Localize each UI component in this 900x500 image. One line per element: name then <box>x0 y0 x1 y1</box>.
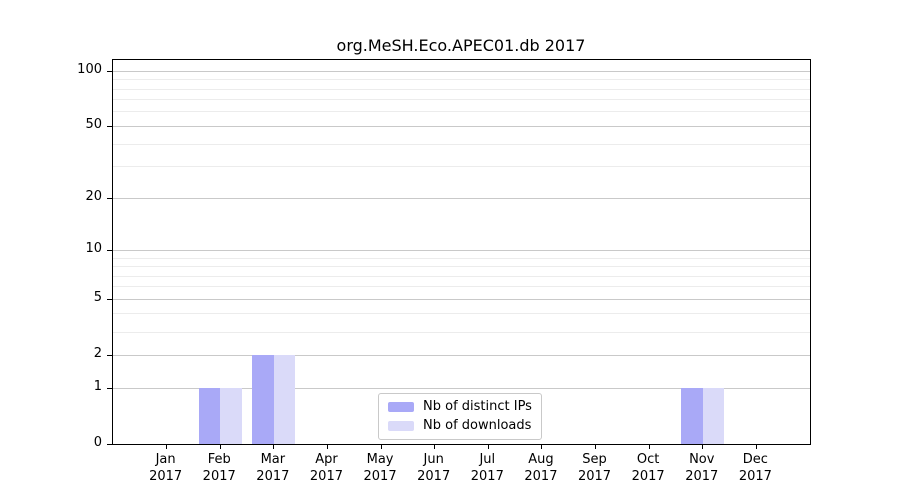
x-tick-year: 2017 <box>631 469 665 484</box>
minor-gridline <box>113 313 810 315</box>
x-tick-mark <box>487 444 489 449</box>
x-tick-month: Aug <box>528 452 554 467</box>
major-gridline <box>113 70 810 72</box>
x-tick-month: Oct <box>636 452 660 467</box>
x-tick-month: Jul <box>479 452 496 467</box>
x-tick-month: Nov <box>689 452 715 467</box>
y-tick-mark <box>107 354 112 356</box>
x-tick-label: Jul 2017 <box>447 451 527 485</box>
y-tick-mark <box>107 249 112 251</box>
x-tick-month: Jun <box>423 452 444 467</box>
x-tick-label: Jan 2017 <box>126 451 206 485</box>
x-tick-mark <box>273 444 275 449</box>
legend-swatch-distinct-ips <box>388 402 414 412</box>
x-tick-month: Apr <box>315 452 338 467</box>
x-tick-mark <box>166 444 168 449</box>
x-tick-month: May <box>366 452 394 467</box>
minor-gridline <box>113 275 810 277</box>
x-tick-mark <box>434 444 436 449</box>
legend-entry-distinct-ips: Nb of distinct IPs <box>388 399 532 415</box>
bar-nb-of-distinct-ips <box>252 355 274 444</box>
x-tick-year: 2017 <box>524 469 558 484</box>
y-tick-label: 50 <box>85 117 102 133</box>
x-tick-mark <box>541 444 543 449</box>
x-tick-label: Mar 2017 <box>233 451 313 485</box>
y-tick-mark <box>107 387 112 389</box>
x-tick-year: 2017 <box>202 469 236 484</box>
major-gridline <box>113 249 810 251</box>
x-tick-year: 2017 <box>363 469 397 484</box>
major-gridline <box>113 354 810 356</box>
legend-label-distinct-ips: Nb of distinct IPs <box>423 399 532 414</box>
y-tick-label: 0 <box>93 435 102 450</box>
x-tick-mark <box>595 444 597 449</box>
x-tick-year: 2017 <box>685 469 719 484</box>
minor-gridline <box>113 266 810 267</box>
x-tick-mark <box>648 444 650 449</box>
x-tick-mark <box>326 444 328 449</box>
minor-gridline <box>113 166 810 168</box>
y-tick-label: 100 <box>77 62 102 78</box>
x-tick-year: 2017 <box>577 469 612 484</box>
x-tick-label: May 2017 <box>340 451 420 485</box>
y-tick-mark <box>107 443 112 445</box>
x-tick-label: Apr 2017 <box>286 451 366 485</box>
x-tick-year: 2017 <box>470 469 504 484</box>
x-tick-mark <box>702 444 704 449</box>
x-tick-label: Sep 2017 <box>555 451 635 485</box>
y-tick-label: 20 <box>85 189 102 205</box>
legend-entry-downloads: Nb of downloads <box>388 418 532 434</box>
x-tick-label: Oct 2017 <box>608 451 688 485</box>
x-tick-year: 2017 <box>149 469 183 484</box>
x-tick-month: Dec <box>742 452 768 467</box>
x-tick-year: 2017 <box>738 469 772 484</box>
x-tick-mark <box>380 444 382 449</box>
x-tick-month: Feb <box>207 452 231 467</box>
x-tick-mark <box>755 444 757 449</box>
bar-nb-of-distinct-ips <box>681 388 703 444</box>
plot-area: Nb of distinct IPs Nb of downloads <box>107 59 811 449</box>
x-tick-label: Aug 2017 <box>501 451 581 485</box>
x-tick-mark <box>219 444 221 449</box>
x-tick-label: Dec 2017 <box>715 451 795 485</box>
x-tick-label: Jun 2017 <box>394 451 474 485</box>
bar-nb-of-distinct-ips <box>198 388 221 444</box>
minor-gridline <box>113 331 810 333</box>
x-tick-month: Mar <box>260 452 286 467</box>
major-gridline <box>113 298 810 300</box>
x-tick-month: Jan <box>155 452 176 467</box>
x-tick-label: Feb 2017 <box>179 451 259 485</box>
y-tick-mark <box>107 125 112 127</box>
major-gridline <box>113 125 810 127</box>
major-gridline <box>113 197 810 199</box>
y-tick-mark <box>107 197 112 199</box>
bar-nb-of-downloads <box>220 388 242 444</box>
y-tick-mark <box>107 70 112 72</box>
bar-nb-of-downloads <box>273 355 296 444</box>
bar-nb-of-downloads <box>702 388 725 444</box>
x-tick-year: 2017 <box>256 469 290 484</box>
minor-gridline <box>113 88 810 90</box>
minor-gridline <box>113 99 810 101</box>
minor-gridline <box>113 143 810 145</box>
x-tick-label: Nov 2017 <box>662 451 742 485</box>
x-tick-month: Sep <box>582 452 607 467</box>
minor-gridline <box>113 111 810 113</box>
legend-label-downloads: Nb of downloads <box>423 418 532 433</box>
y-tick-label: 5 <box>93 290 102 306</box>
x-tick-year: 2017 <box>309 469 343 484</box>
x-tick-year: 2017 <box>417 469 451 484</box>
minor-gridline <box>113 79 810 81</box>
legend: Nb of distinct IPs Nb of downloads <box>378 393 542 440</box>
y-tick-mark <box>107 298 112 300</box>
y-tick-label: 10 <box>85 241 102 257</box>
minor-gridline <box>113 257 810 259</box>
legend-swatch-downloads <box>388 421 414 431</box>
minor-gridline <box>113 286 810 288</box>
y-tick-label: 2 <box>93 346 102 362</box>
chart-title: org.MeSH.Eco.APEC01.db 2017 <box>336 36 586 55</box>
major-gridline <box>113 387 810 389</box>
y-tick-label: 1 <box>93 379 102 394</box>
